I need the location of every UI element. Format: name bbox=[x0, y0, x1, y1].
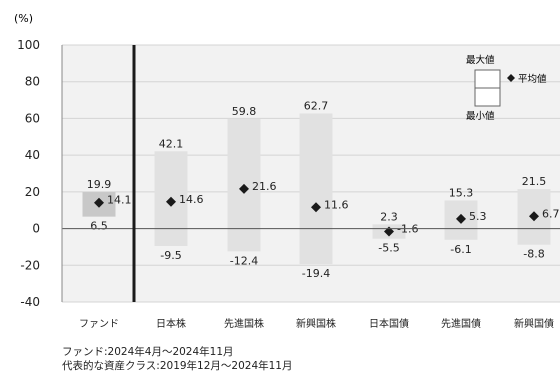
average-marker bbox=[94, 197, 104, 208]
legend-min-label: 最小値 bbox=[466, 110, 495, 122]
min-value-label: 6.5 bbox=[90, 220, 108, 233]
average-marker bbox=[239, 183, 249, 194]
x-tick-label: ファンド bbox=[79, 319, 119, 330]
y-tick-label: 40 bbox=[25, 148, 40, 162]
min-value-label: -9.5 bbox=[160, 249, 181, 262]
y-tick-label: -40 bbox=[20, 295, 40, 309]
max-value-label: 42.1 bbox=[159, 137, 184, 150]
range-bar bbox=[299, 113, 333, 265]
legend-avg-label: 平均値 bbox=[518, 73, 547, 85]
y-unit-label: (%) bbox=[14, 12, 33, 25]
average-value-label: 5.3 bbox=[469, 210, 487, 223]
average-markers bbox=[94, 183, 539, 237]
min-value-label: -8.8 bbox=[523, 248, 544, 261]
x-axis: ファンド 日本株 先進国株 新興国株 日本国債 先進国債 新興国債 bbox=[79, 317, 554, 330]
max-value-label: 62.7 bbox=[304, 99, 329, 112]
y-tick-label: 80 bbox=[25, 75, 40, 89]
min-value-label: -12.4 bbox=[230, 254, 258, 267]
period-note-assets: 代表的な資産クラス:2019年12月～2024年11月 bbox=[62, 360, 293, 372]
max-value-label: 2.3 bbox=[380, 210, 398, 223]
max-value-label: 15.3 bbox=[449, 186, 474, 199]
y-tick-label: 60 bbox=[25, 111, 40, 125]
max-value-label: 59.8 bbox=[232, 105, 257, 118]
average-value-label: 6.7 bbox=[542, 207, 560, 220]
average-value-label: 21.6 bbox=[252, 180, 277, 193]
average-marker bbox=[166, 196, 176, 207]
x-tick-label: 先進国株 bbox=[224, 317, 264, 330]
min-value-label: -19.4 bbox=[302, 267, 330, 280]
y-axis: 100 80 60 40 20 0 -20 -40 bbox=[17, 38, 560, 309]
average-value-label: 11.6 bbox=[324, 198, 349, 211]
period-note-fund: ファンド:2024年4月～2024年11月 bbox=[62, 346, 234, 358]
min-value-label: -5.5 bbox=[378, 242, 399, 255]
x-tick-label: 日本株 bbox=[156, 317, 186, 330]
min-value-label: -6.1 bbox=[450, 243, 471, 256]
legend: 最大値 平均値 最小値 bbox=[466, 54, 547, 122]
y-tick-label: 0 bbox=[32, 222, 40, 236]
data-labels: 14.1 19.9 6.5 14.6 42.1 -9.5 21.6 59.8 -12.4 11.6… bbox=[87, 99, 560, 280]
legend-max-label: 最大値 bbox=[466, 54, 495, 66]
average-marker bbox=[456, 213, 466, 224]
x-tick-label: 新興国株 bbox=[296, 317, 336, 330]
average-marker bbox=[529, 211, 539, 222]
average-value-label: 14.6 bbox=[179, 193, 204, 206]
y-tick-label: 100 bbox=[17, 38, 40, 52]
legend-diamond-icon bbox=[507, 74, 515, 82]
average-marker bbox=[311, 202, 321, 213]
y-tick-label: -20 bbox=[20, 258, 40, 272]
x-tick-label: 日本国債 bbox=[369, 317, 409, 330]
y-tick-label: 20 bbox=[25, 185, 40, 199]
x-tick-label: 先進国債 bbox=[441, 317, 481, 330]
average-value-label: 14.1 bbox=[107, 194, 132, 207]
x-tick-label: 新興国債 bbox=[514, 317, 554, 330]
max-value-label: 21.5 bbox=[522, 175, 547, 188]
max-value-label: 19.9 bbox=[87, 178, 112, 191]
